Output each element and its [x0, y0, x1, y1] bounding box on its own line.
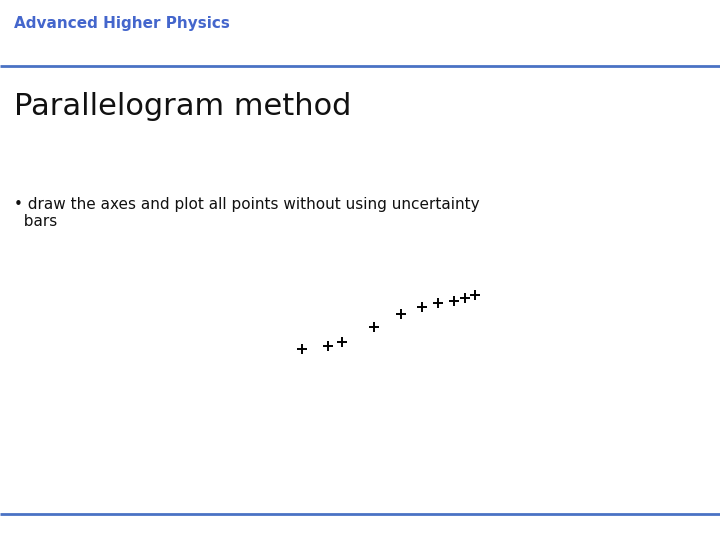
- Text: Advanced Higher Physics: Advanced Higher Physics: [14, 16, 230, 31]
- Text: Parallelogram method: Parallelogram method: [14, 92, 352, 121]
- Text: • draw the axes and plot all points without using uncertainty
  bars: • draw the axes and plot all points with…: [14, 197, 480, 230]
